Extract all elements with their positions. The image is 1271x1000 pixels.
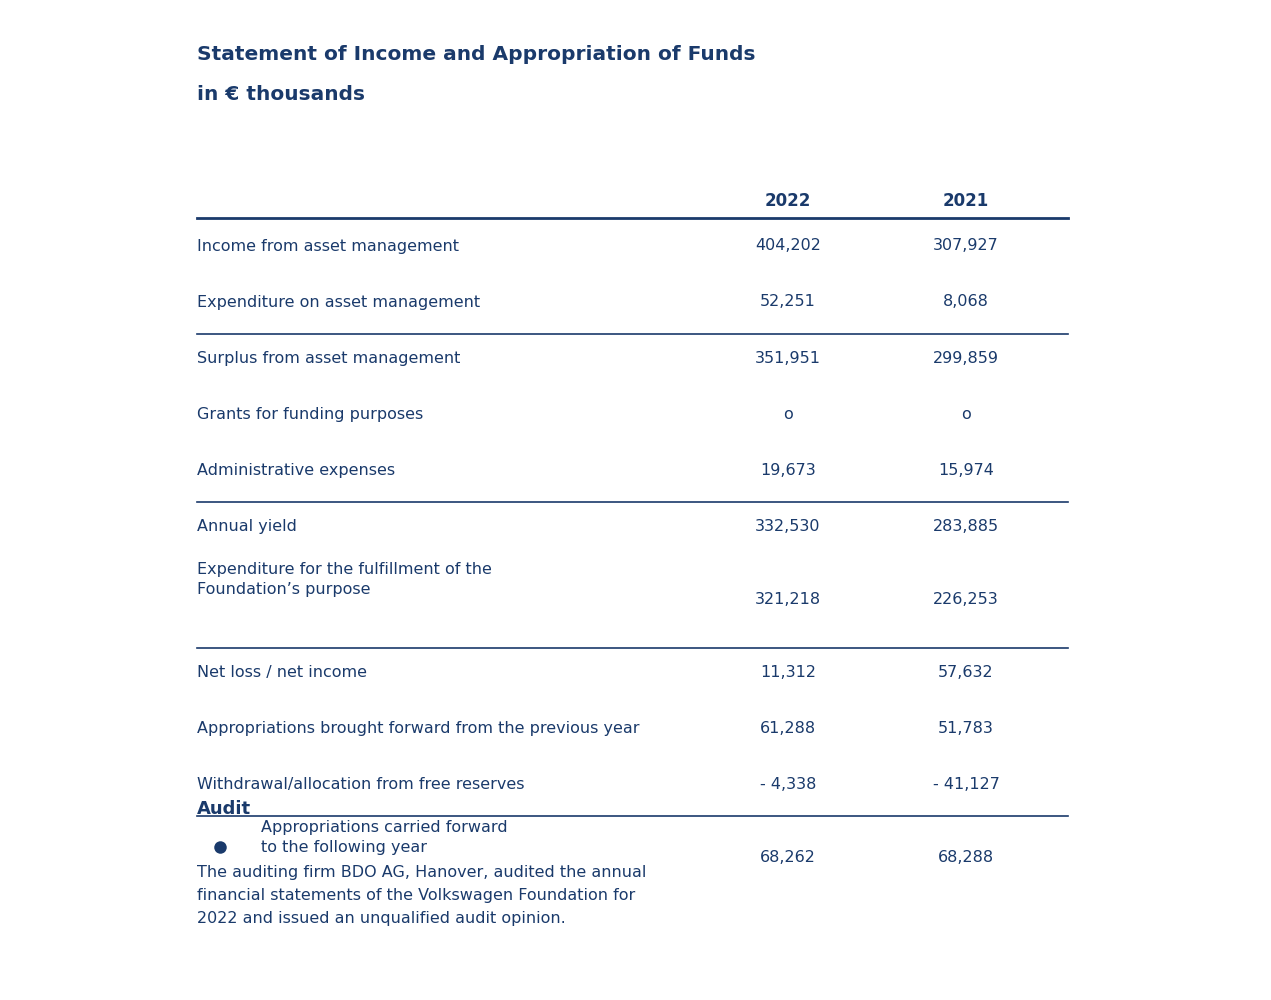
Text: The auditing firm BDO AG, Hanover, audited the annual
financial statements of th: The auditing firm BDO AG, Hanover, audit… <box>197 865 647 926</box>
Text: 8,068: 8,068 <box>943 294 989 310</box>
Text: o: o <box>783 407 793 422</box>
Text: Grants for funding purposes: Grants for funding purposes <box>197 407 423 422</box>
Text: Surplus from asset management: Surplus from asset management <box>197 351 460 366</box>
Text: 19,673: 19,673 <box>760 463 816 478</box>
Text: 332,530: 332,530 <box>755 519 821 534</box>
Text: 68,288: 68,288 <box>938 850 994 865</box>
Text: Withdrawal/allocation from free reserves: Withdrawal/allocation from free reserves <box>197 777 525 792</box>
Text: Net loss / net income: Net loss / net income <box>197 665 367 680</box>
Text: 299,859: 299,859 <box>933 351 999 366</box>
Text: 283,885: 283,885 <box>933 519 999 534</box>
Text: Audit: Audit <box>197 800 252 818</box>
Text: 68,262: 68,262 <box>760 850 816 865</box>
Text: 307,927: 307,927 <box>933 238 999 253</box>
Text: 321,218: 321,218 <box>755 592 821 607</box>
Text: Appropriations brought forward from the previous year: Appropriations brought forward from the … <box>197 721 639 736</box>
Text: 11,312: 11,312 <box>760 665 816 680</box>
Text: Appropriations carried forward
to the following year: Appropriations carried forward to the fo… <box>261 820 507 855</box>
Text: 57,632: 57,632 <box>938 665 994 680</box>
Text: 61,288: 61,288 <box>760 721 816 736</box>
Text: 404,202: 404,202 <box>755 238 821 253</box>
Text: - 41,127: - 41,127 <box>933 777 999 792</box>
Text: Expenditure for the fulfillment of the
Foundation’s purpose: Expenditure for the fulfillment of the F… <box>197 562 492 597</box>
Text: o: o <box>961 407 971 422</box>
Text: Annual yield: Annual yield <box>197 519 297 534</box>
Text: Administrative expenses: Administrative expenses <box>197 463 395 478</box>
Text: 226,253: 226,253 <box>933 592 999 607</box>
Text: Expenditure on asset management: Expenditure on asset management <box>197 294 480 310</box>
Text: 15,974: 15,974 <box>938 463 994 478</box>
Text: Income from asset management: Income from asset management <box>197 238 459 253</box>
Text: 52,251: 52,251 <box>760 294 816 310</box>
Text: in € thousands: in € thousands <box>197 85 365 104</box>
Text: 2022: 2022 <box>765 192 811 210</box>
Text: Statement of Income and Appropriation of Funds: Statement of Income and Appropriation of… <box>197 45 755 64</box>
Text: 2021: 2021 <box>943 192 989 210</box>
Text: 51,783: 51,783 <box>938 721 994 736</box>
Text: - 4,338: - 4,338 <box>760 777 816 792</box>
Text: 351,951: 351,951 <box>755 351 821 366</box>
